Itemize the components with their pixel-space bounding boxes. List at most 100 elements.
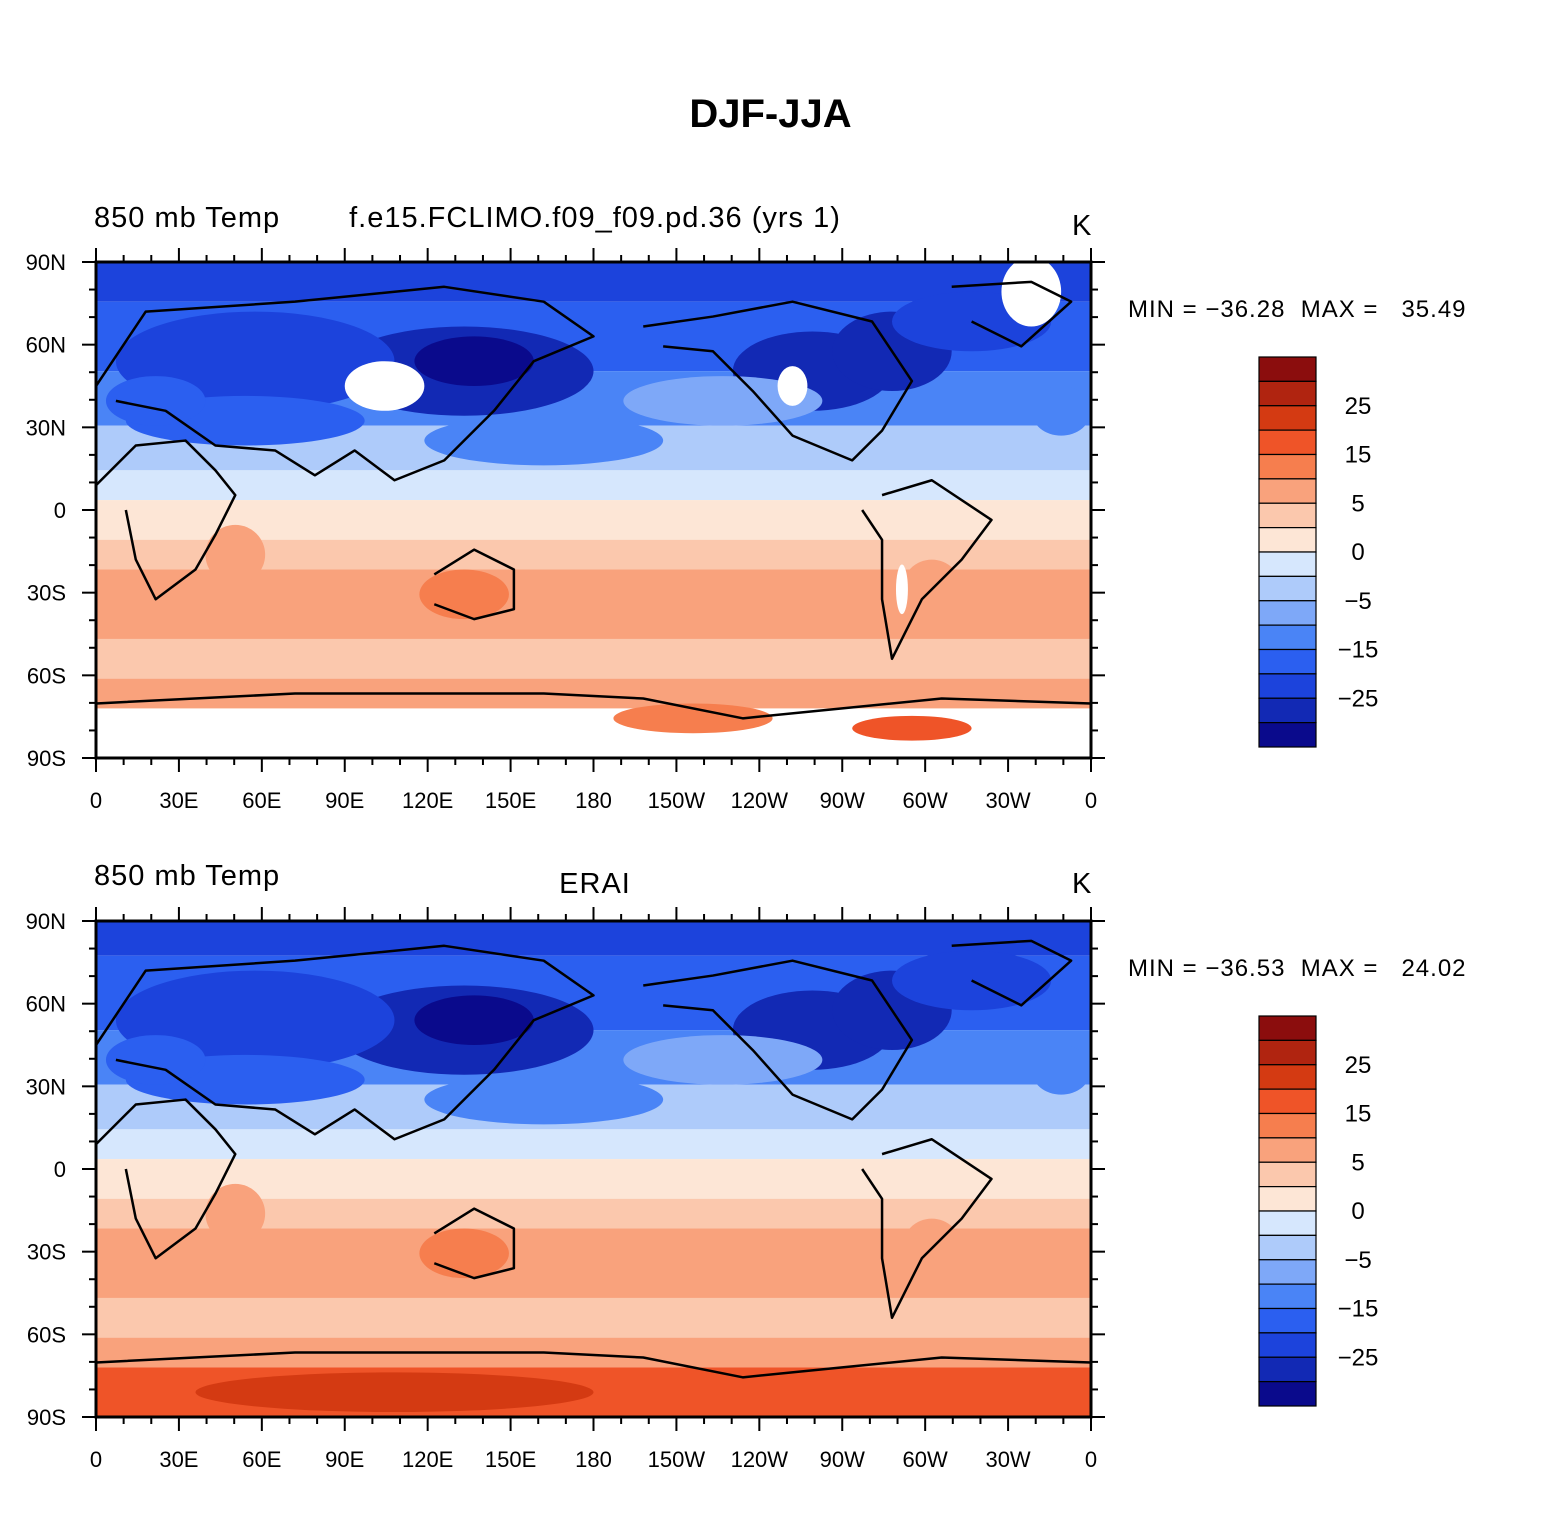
antarctica-missing — [96, 708, 1091, 758]
colorbar-swatch — [1258, 1161, 1317, 1188]
colorbar-swatch — [1258, 1137, 1317, 1163]
map-frame: 0 30E 60E 90E 120E 150E 180 150W 120W 90W 60W 30W 09… — [26, 907, 1105, 1472]
shading-band — [96, 921, 1091, 956]
colorbar-label: −25 — [1338, 1344, 1379, 1371]
colorbar-swatch — [1258, 1039, 1317, 1066]
africa-warm — [205, 1183, 266, 1244]
lon-tick-label: 0 — [1085, 788, 1097, 813]
shading-band — [96, 1198, 1091, 1229]
antarctic-warm — [195, 1372, 594, 1413]
shading-band — [96, 955, 1091, 1031]
model-panel: 850 mb Temp f.e15.FCLIMO.f09_f09.pd.36 (… — [0, 0, 1541, 660]
shading-band — [96, 1337, 1091, 1368]
lon-tick-label: 30E — [159, 1447, 198, 1472]
shading-band — [96, 1129, 1091, 1160]
shading-band — [96, 718, 1091, 758]
colorbar-swatch — [1258, 697, 1317, 724]
colorbar-swatch — [1258, 1015, 1317, 1041]
coastline — [95, 692, 1093, 758]
colorbar-swatch — [1258, 1210, 1317, 1236]
temperature-field — [96, 921, 1091, 1417]
lon-tick-label: 180 — [575, 1447, 612, 1472]
lon-tick-label: 0 — [90, 1447, 102, 1472]
lon-tick-label: 90E — [325, 788, 364, 813]
lon-tick-label: 150E — [485, 1447, 536, 1472]
panel-variable-label: 850 mb Temp — [94, 202, 281, 234]
coastline — [95, 1098, 237, 1260]
lat-tick-label: 90S — [27, 746, 66, 771]
colorbar-label: −5 — [1344, 1247, 1371, 1274]
lon-tick-label: 120E — [402, 788, 453, 813]
lon-tick-label: 120W — [731, 788, 789, 813]
lon-tick-label: 30W — [985, 1447, 1030, 1472]
colorbar-label: −15 — [1338, 1296, 1379, 1323]
cold-anomaly — [125, 1054, 365, 1105]
cold-anomaly — [115, 970, 395, 1070]
lat-tick-label: 30N — [26, 1074, 66, 1099]
colorbar-swatch — [1258, 1112, 1317, 1139]
lon-tick-label: 0 — [1085, 1447, 1097, 1472]
coastlines — [94, 939, 1093, 1417]
panel-units-label: K — [1072, 868, 1092, 900]
shading-band — [96, 1084, 1091, 1130]
lon-tick-label: 90E — [325, 1447, 364, 1472]
colorbar-swatch — [1258, 1064, 1317, 1090]
cold-anomaly — [732, 990, 893, 1070]
shading-band — [96, 1030, 1091, 1085]
colorbar-swatch — [1258, 1307, 1317, 1334]
lon-tick-label: 120E — [402, 1447, 453, 1472]
lon-tick-label: 60W — [903, 788, 948, 813]
cold-anomaly — [334, 985, 594, 1075]
min-max-label: MIN = −36.28 MAX = 35.49 — [1128, 296, 1467, 323]
coastline — [951, 939, 1073, 1007]
colorbar-label: −25 — [1338, 685, 1379, 712]
panel-variable-label: 850 mb Temp — [94, 860, 281, 892]
lon-tick-label: 90W — [820, 788, 865, 813]
lon-tick-label: 30W — [985, 788, 1030, 813]
cold-anomaly — [623, 1035, 823, 1085]
colorbar-swatch — [1258, 1234, 1317, 1261]
lon-tick-label: 60W — [903, 1447, 948, 1472]
panel-units-label: K — [1072, 210, 1092, 242]
lon-tick-label: 90W — [820, 1447, 865, 1472]
shading-band — [96, 678, 1091, 719]
lat-tick-label: 60N — [26, 992, 66, 1017]
coastline — [861, 1137, 993, 1320]
lon-tick-label: 150W — [648, 788, 706, 813]
colorbar-swatch — [1258, 1356, 1317, 1383]
lat-tick-label: 0 — [54, 1157, 66, 1182]
colorbar-swatch — [1258, 1381, 1317, 1407]
lon-tick-label: 180 — [575, 788, 612, 813]
map-border — [94, 919, 1093, 1419]
antarctic-warm — [613, 703, 773, 734]
lon-tick-label: 60E — [242, 1447, 281, 1472]
shading-band — [96, 1297, 1091, 1338]
colorbar-swatch — [1258, 1259, 1317, 1285]
colorbar-label: 0 — [1351, 1198, 1364, 1225]
figure-title: DJF-JJA — [689, 92, 852, 136]
lon-tick-label: 120W — [731, 1447, 789, 1472]
coastline — [94, 944, 595, 1141]
panel-case-label: ERAI — [559, 868, 631, 900]
lon-tick-label: 0 — [90, 788, 102, 813]
colorbar: 25 15 5 0 −5 −15 −25 — [1258, 1015, 1379, 1407]
shading-band — [96, 1367, 1091, 1417]
colorbar-swatch — [1258, 1283, 1317, 1310]
panel-case-label: f.e15.FCLIMO.f09_f09.pd.36 (yrs 1) — [349, 202, 841, 234]
colorbar-label: 5 — [1351, 1149, 1364, 1176]
colorbar-swatch — [1258, 722, 1317, 748]
colorbar-swatch — [1258, 1088, 1317, 1115]
lat-tick-label: 90N — [26, 909, 66, 934]
antarctic-warm — [852, 715, 972, 741]
lon-tick-label: 60E — [242, 788, 281, 813]
min-max-label: MIN = −36.53 MAX = 24.02 — [1128, 955, 1467, 982]
samerica-warm — [901, 1218, 962, 1279]
cold-anomaly — [424, 1074, 664, 1125]
coastline — [95, 1351, 1093, 1417]
lon-tick-label: 30E — [159, 788, 198, 813]
colorbar-label: 25 — [1345, 1052, 1372, 1079]
cold-anomaly — [1031, 1045, 1091, 1095]
coastline — [643, 959, 914, 1121]
erai-panel: 850 mb Temp ERAI K MIN = −36.53 MAX = 24… — [0, 0, 1541, 982]
australia-warm — [419, 1228, 509, 1279]
